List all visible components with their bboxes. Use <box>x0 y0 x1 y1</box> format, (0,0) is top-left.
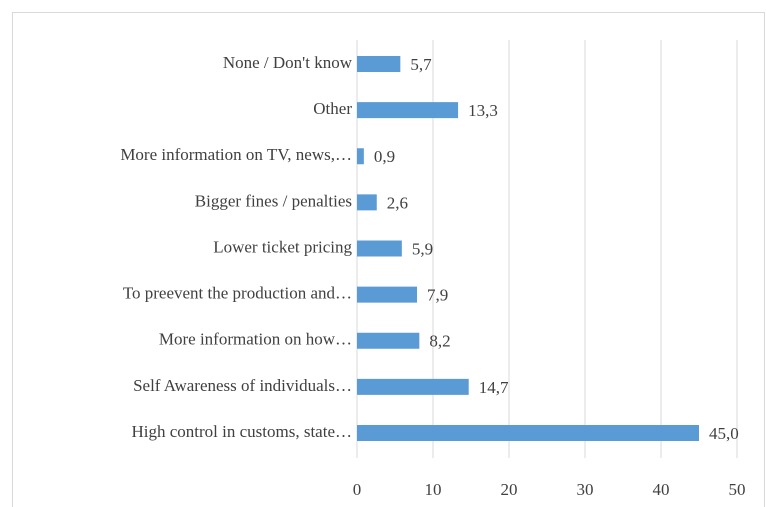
x-tick-label: 20 <box>501 480 518 499</box>
y-tick-label: Other <box>313 99 352 118</box>
y-tick-label: Lower ticket pricing <box>213 237 352 256</box>
y-tick-label: To preevent the production and… <box>123 284 352 303</box>
value-label: 8,2 <box>429 332 450 351</box>
value-label: 5,7 <box>410 55 432 74</box>
x-tick-label: 50 <box>729 480 746 499</box>
value-label: 14,7 <box>479 378 509 397</box>
value-label: 45,0 <box>709 424 739 443</box>
value-label: 5,9 <box>412 239 433 258</box>
x-tick-label: 30 <box>577 480 594 499</box>
y-tick-label: High control in customs, state… <box>131 422 352 441</box>
x-tick-label: 40 <box>653 480 670 499</box>
x-tick-label: 10 <box>425 480 442 499</box>
value-label: 2,6 <box>387 193 408 212</box>
bar <box>357 148 364 165</box>
bar <box>357 102 459 119</box>
y-tick-label: Bigger fines / penalties <box>195 191 352 210</box>
value-label: 7,9 <box>427 286 448 305</box>
value-label: 13,3 <box>468 101 498 120</box>
bar <box>357 56 401 72</box>
bar <box>357 332 420 349</box>
bar <box>357 425 699 441</box>
bar <box>357 286 418 303</box>
bar <box>357 378 469 395</box>
y-tick-label: None / Don't know <box>223 53 353 72</box>
bar <box>357 194 377 211</box>
y-tick-label: More information on how… <box>159 330 352 349</box>
chart-frame <box>12 12 765 507</box>
value-label: 0,9 <box>374 147 395 166</box>
y-tick-label: Self Awareness of individuals… <box>133 376 352 395</box>
bar <box>357 240 402 257</box>
x-tick-label: 0 <box>353 480 362 499</box>
y-tick-label: More information on TV, news,… <box>120 145 352 164</box>
